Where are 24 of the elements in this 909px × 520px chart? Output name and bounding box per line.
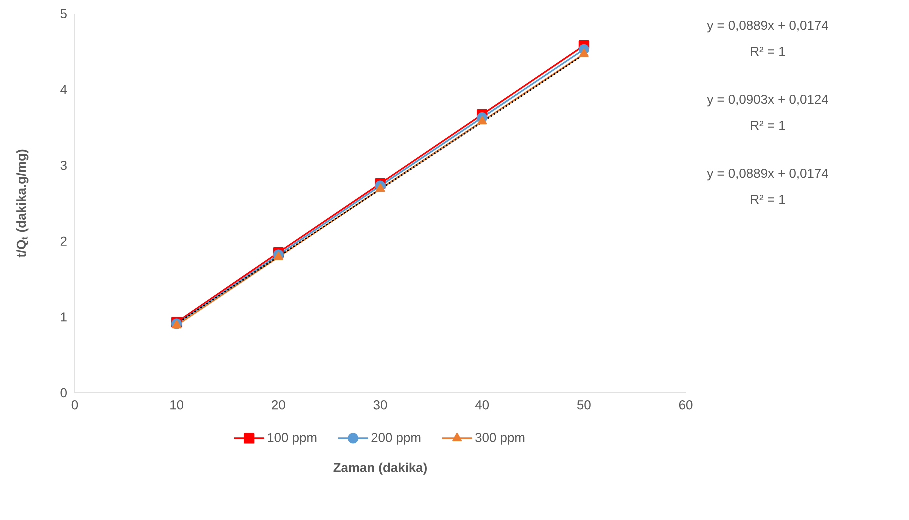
y-tick-label: 3 xyxy=(60,161,67,170)
y-tick-label: 5 xyxy=(60,9,67,19)
y-tick-label: 2 xyxy=(60,236,67,246)
y-tick-label: 0 xyxy=(60,388,67,398)
text: R² = 1 xyxy=(751,47,786,56)
x-tick-label: 20 xyxy=(272,400,286,410)
text: R² = 1 xyxy=(751,195,786,204)
x-tick-label: 0 xyxy=(72,400,78,410)
y-tick-label: 1 xyxy=(61,312,67,322)
text: y = 0,0889x + 0,0174 xyxy=(707,20,828,33)
x-tick-label: 10 xyxy=(170,400,184,410)
legend-label: 100 ppm xyxy=(268,433,317,445)
legend-label: 200 ppm xyxy=(372,433,421,445)
legend-label: 300 ppm xyxy=(476,433,525,445)
text: y = 0,0889x + 0,0174 xyxy=(707,168,828,181)
x-tick-label: 60 xyxy=(679,400,693,410)
y-tick-label: 4 xyxy=(60,85,68,94)
y-axis-title: t/Q$_{t}$ (dakika.g/mg) xyxy=(16,150,29,258)
x-tick-label: 50 xyxy=(577,400,591,410)
text: y = 0,0903x + 0,0124 xyxy=(707,94,828,107)
text: R² = 1 xyxy=(751,121,786,130)
x-tick-label: 30 xyxy=(374,400,388,410)
x-axis-title: Zaman (dakika) xyxy=(334,462,427,475)
x-tick-label: 40 xyxy=(475,400,490,410)
